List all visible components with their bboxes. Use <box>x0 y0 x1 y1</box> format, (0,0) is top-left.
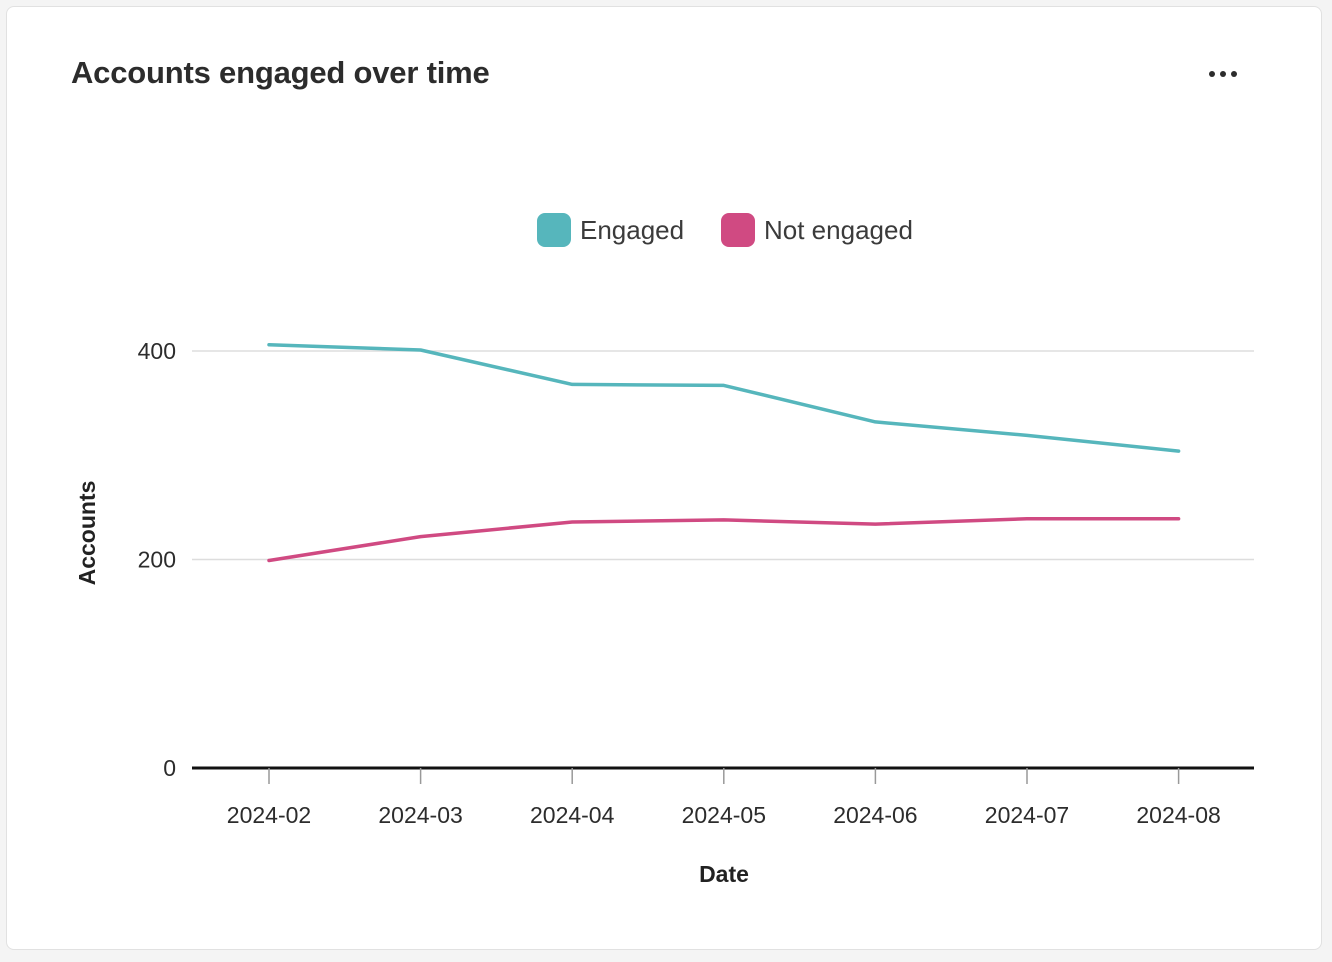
y-tick-label: 0 <box>163 755 176 781</box>
chart-legend: Engaged Not engaged <box>537 213 913 247</box>
chart-card: Accounts engaged over time <box>6 6 1322 950</box>
legend-label-not-engaged: Not engaged <box>764 215 913 245</box>
x-tick-label: 2024-06 <box>833 802 917 828</box>
x-axis: 2024-02 2024-03 2024-04 2024-05 2024-06 2024-… <box>192 766 1254 828</box>
legend-item-engaged[interactable]: Engaged <box>537 213 684 247</box>
series-line-engaged[interactable] <box>267 342 1181 453</box>
y-axis-ticks: 0 200 400 <box>138 338 176 781</box>
y-tick-label: 400 <box>138 338 176 364</box>
y-axis-title: Accounts <box>74 481 100 586</box>
x-tick-label: 2024-05 <box>682 802 766 828</box>
series-lines <box>267 342 1181 563</box>
legend-item-not-engaged[interactable]: Not engaged <box>721 213 913 247</box>
legend-swatch-not-engaged <box>721 213 755 247</box>
x-tick-label: 2024-04 <box>530 802 615 828</box>
more-options-button[interactable] <box>1201 59 1245 89</box>
series-line-not-engaged[interactable] <box>267 517 1181 563</box>
more-horizontal-icon <box>1231 71 1237 77</box>
card-title: Accounts engaged over time <box>71 55 490 90</box>
legend-swatch-engaged <box>537 213 571 247</box>
x-tick-label: 2024-03 <box>378 802 462 828</box>
x-tick-label: 2024-02 <box>227 802 311 828</box>
x-tick-label: 2024-08 <box>1136 802 1220 828</box>
gridlines <box>192 350 1254 561</box>
x-axis-title: Date <box>699 861 749 887</box>
y-tick-label: 200 <box>138 547 176 573</box>
x-tick-label: 2024-07 <box>985 802 1069 828</box>
more-horizontal-icon <box>1220 71 1226 77</box>
legend-label-engaged: Engaged <box>580 215 684 245</box>
more-horizontal-icon <box>1209 71 1215 77</box>
